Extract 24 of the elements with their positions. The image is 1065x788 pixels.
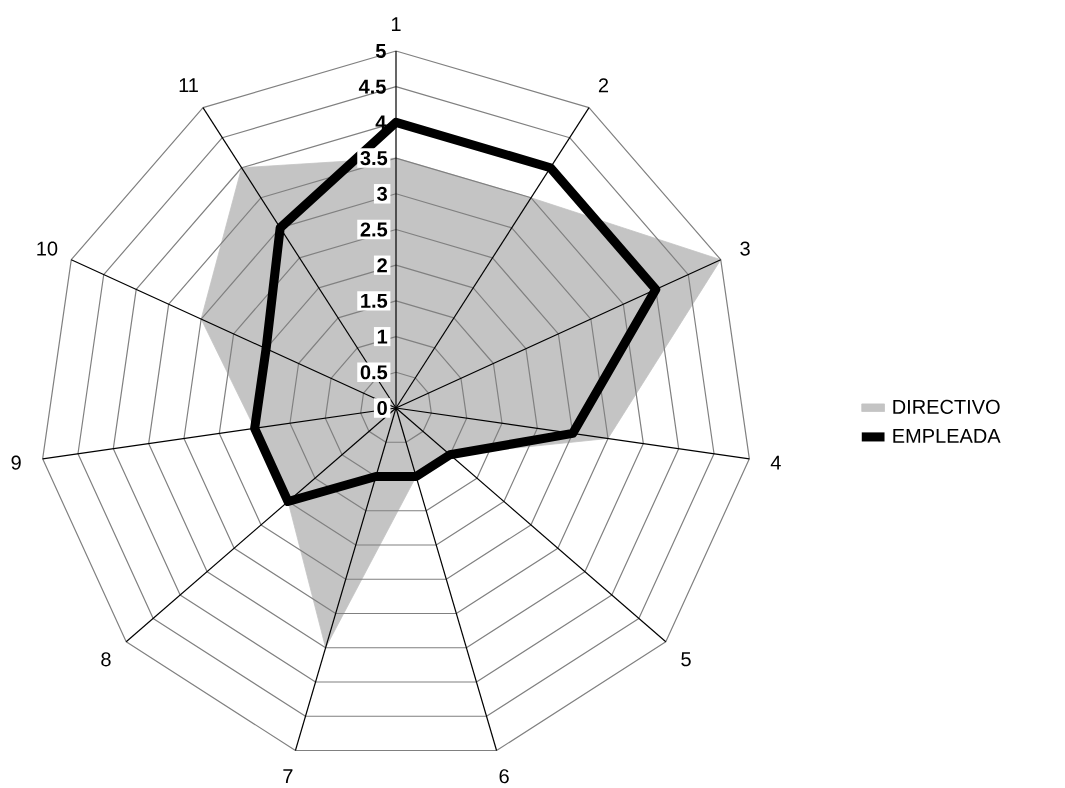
y-tick-label: 2.5: [360, 222, 388, 237]
spoke-label: 9: [11, 455, 21, 470]
y-tick-label: 1.5: [361, 294, 388, 308]
y-tick-label: 3: [377, 186, 387, 202]
y-tick-label: 5: [375, 44, 386, 59]
spoke-label: 11: [179, 78, 198, 93]
y-tick-label: 1: [377, 329, 388, 344]
y-tick-label: 2: [377, 258, 387, 273]
legend-label: DIRECTIVO: [893, 399, 1000, 415]
spoke-label: 4: [770, 455, 781, 470]
y-tick-label: 0: [377, 401, 387, 416]
spoke-label: 8: [101, 652, 111, 667]
spoke-label: 3: [740, 241, 750, 256]
legend-label: EMPLEADA: [893, 429, 1001, 443]
spoke-label: 6: [499, 769, 509, 784]
spoke-label: 10: [37, 241, 58, 256]
y-tick-label: 4: [375, 115, 387, 130]
spoke-label: 1: [391, 17, 401, 32]
spoke-label: 2: [598, 78, 609, 93]
spoke-label: 7: [283, 769, 293, 784]
y-tick-label: 4.5: [358, 79, 386, 94]
y-tick-label: 0.5: [360, 365, 388, 380]
y-tick-label: 3.5: [360, 151, 388, 166]
spoke-label: 5: [681, 652, 691, 667]
